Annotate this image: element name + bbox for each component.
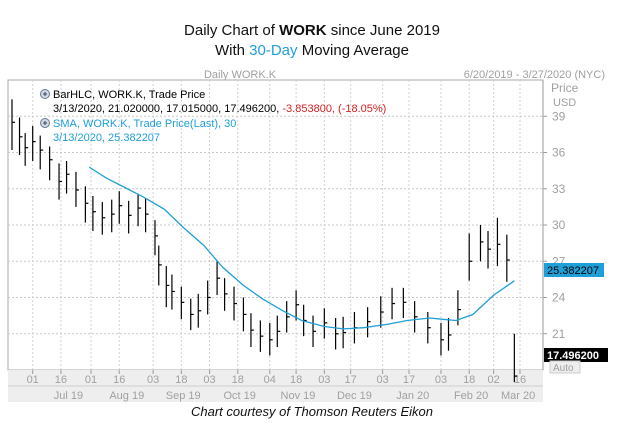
last-price-value: 17.496200 bbox=[547, 350, 599, 362]
x-month-label: Feb 20 bbox=[454, 390, 488, 402]
chart-title-line1: Daily Chart of WORK since June 2019 bbox=[184, 22, 440, 39]
chart-title-line2: With 30-Day Moving Average bbox=[215, 42, 409, 59]
x-month-label: Jan 20 bbox=[396, 390, 429, 402]
x-tick-label: 03 bbox=[377, 374, 389, 386]
y-tick-label: 30 bbox=[552, 218, 566, 232]
x-month-label: Nov 19 bbox=[281, 390, 316, 402]
auto-scale-label: Auto bbox=[553, 363, 574, 374]
x-tick-label: 16 bbox=[113, 374, 125, 386]
sma-series-icon[interactable] bbox=[40, 118, 50, 128]
x-month-label: Mar 20 bbox=[501, 390, 535, 402]
last-sma-value: 25.382207 bbox=[547, 265, 599, 277]
bar-series-values: 3/13/2020, 21.020000, 17.015000, 17.4962… bbox=[53, 103, 386, 115]
y-tick-label: 21 bbox=[552, 327, 566, 341]
sma-series-title: SMA, WORK.K, Trade Price(Last), 30 bbox=[53, 118, 236, 130]
x-tick-label: 04 bbox=[264, 374, 276, 386]
currency-axis-label: USD bbox=[553, 97, 576, 109]
sma-line[interactable] bbox=[88, 166, 515, 330]
y-tick-label: 24 bbox=[552, 291, 566, 305]
x-month-label: Jul 19 bbox=[54, 390, 83, 402]
x-tick-label: 18 bbox=[175, 374, 187, 386]
bar-series-title: BarHLC, WORK.K, Trade Price bbox=[53, 89, 205, 101]
x-month-label: Dec 19 bbox=[337, 390, 372, 402]
sma-series-values: 3/13/2020, 25.382207 bbox=[53, 132, 160, 144]
price-axis-label: Price bbox=[551, 81, 579, 95]
x-month-label: Oct 19 bbox=[223, 390, 255, 402]
x-tick-label: 18 bbox=[463, 374, 475, 386]
x-tick-label: 16 bbox=[55, 374, 67, 386]
x-month-label: Sep 19 bbox=[166, 390, 201, 402]
x-month-label: Aug 19 bbox=[109, 390, 144, 402]
x-tick-label: 18 bbox=[290, 374, 302, 386]
bar-series-icon[interactable] bbox=[40, 89, 50, 99]
legend: BarHLC, WORK.K, Trade Price 3/13/2020, 2… bbox=[40, 89, 386, 144]
x-tick-label: 17 bbox=[403, 374, 415, 386]
x-tick-label: 03 bbox=[203, 374, 215, 386]
x-tick-label: 01 bbox=[85, 374, 97, 386]
bar-series-change: -3.853800, (-18.05%) bbox=[282, 103, 386, 115]
header-center-label: Daily WORK.K bbox=[204, 69, 277, 81]
header-range-label: 6/20/2019 - 3/27/2020 (NYC) bbox=[464, 69, 605, 81]
x-axis-ticks: 01 16 01 16 03 18 03 18 04 18 03 17 03 17 03 18 02 16 bbox=[27, 370, 526, 386]
y-tick-label: 36 bbox=[552, 146, 566, 160]
x-tick-label: 17 bbox=[345, 374, 357, 386]
y-tick-label: 33 bbox=[552, 182, 566, 196]
x-tick-label: 01 bbox=[27, 374, 39, 386]
last-price-tag bbox=[544, 348, 608, 362]
auto-scale-button[interactable] bbox=[549, 360, 581, 374]
chart-credit: Chart courtesy of Thomson Reuters Eikon bbox=[190, 404, 434, 419]
last-sma-tag bbox=[544, 263, 604, 277]
x-tick-label: 03 bbox=[147, 374, 159, 386]
x-tick-label: 16 bbox=[514, 374, 526, 386]
x-tick-label: 02 bbox=[488, 374, 500, 386]
x-tick-label: 03 bbox=[435, 374, 447, 386]
y-tick-label: 39 bbox=[552, 109, 566, 123]
x-axis-month-labels: Jul 19 Aug 19 Sep 19 Oct 19 Nov 19 Dec 19 Jan … bbox=[54, 390, 535, 402]
gridlines bbox=[8, 80, 543, 370]
x-tick-label: 18 bbox=[232, 374, 244, 386]
x-tick-label: 03 bbox=[318, 374, 330, 386]
